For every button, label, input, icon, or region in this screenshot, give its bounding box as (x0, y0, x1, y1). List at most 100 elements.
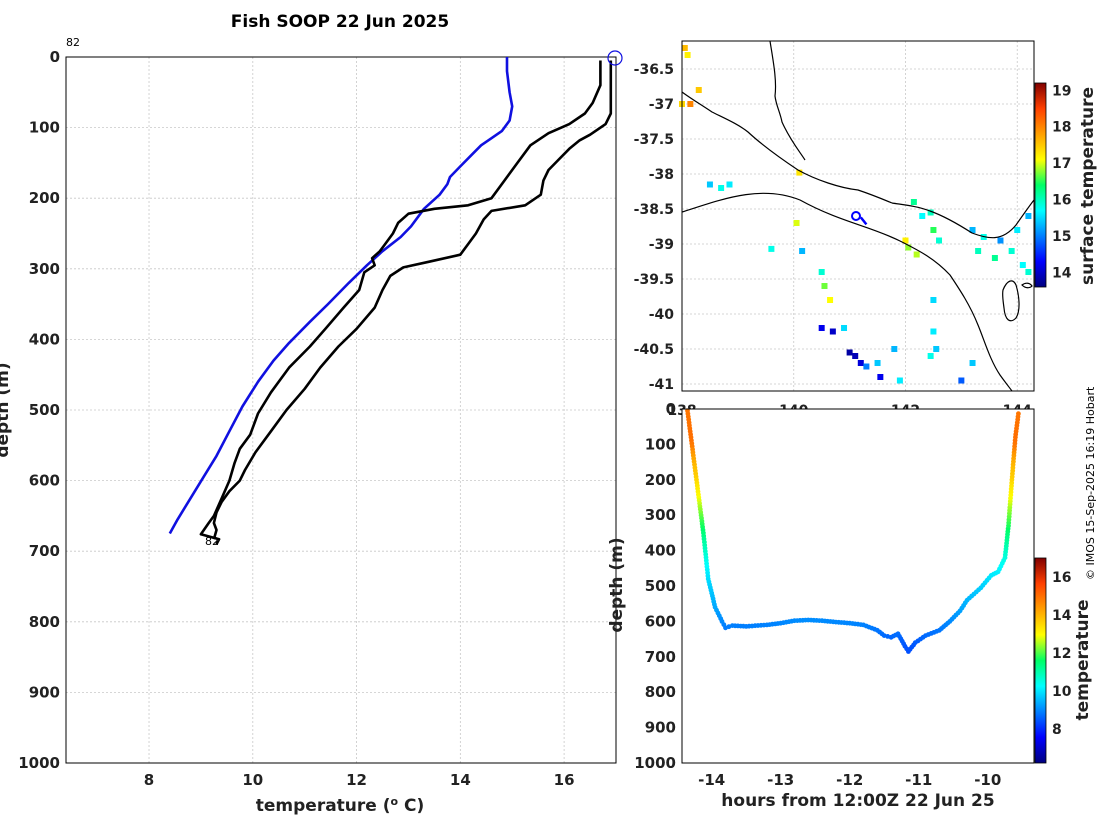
profile-axes-box (65, 56, 617, 764)
y-tick-label: 100 (29, 119, 60, 137)
sst-pixel (910, 199, 917, 205)
y-tick-label: 900 (29, 683, 60, 701)
section-y-ticks: 0 100 200 300 400 500 600 700 800 900 1000 (634, 400, 676, 772)
sst-pixel (930, 328, 937, 335)
sst-pixel (687, 101, 694, 107)
map-y-tick-label: -39 (649, 237, 674, 253)
sst-pixel (969, 360, 976, 366)
section-x-tick-label: -14 (698, 771, 725, 789)
x-tick-label: 10 (242, 771, 263, 789)
x-axis-label: temperature (o C) (256, 795, 425, 817)
sst-colorbar-ticks: 14 15 16 17 18 19 (1052, 83, 1072, 281)
map-y-tick-label: -38.5 (634, 202, 674, 218)
ship-track (859, 216, 868, 226)
map-y-tick-label: -40.5 (634, 342, 674, 358)
sst-colorbar-tick-label: 19 (1052, 83, 1071, 99)
map-panel: 138140142144 -36.5-37-37.5-38-38.5-39-39… (634, 40, 1098, 419)
temperature-colorbar-ticks: 8 10 12 14 16 (1052, 570, 1072, 738)
section-y-tick-label: 200 (645, 471, 676, 489)
section-axes-box (681, 408, 1035, 764)
sst-pixel (821, 283, 828, 289)
y-tick-label: 300 (29, 260, 60, 278)
sst-pixel (1014, 227, 1021, 233)
section-y-tick-label: 0 (666, 400, 676, 418)
sst-colorbar-tick-label: 16 (1052, 193, 1071, 209)
temperature-colorbar-tick-label: 10 (1052, 684, 1072, 700)
section-y-tick-label: 500 (645, 577, 676, 595)
sst-pixel (969, 227, 976, 233)
sst-pixel (768, 245, 775, 252)
sst-pixel (726, 181, 733, 188)
chart-title: Fish SOOP 22 Jun 2025 (231, 12, 449, 32)
section-y-tick-label: 400 (645, 542, 676, 560)
coastline (681, 40, 1035, 392)
sst-pixel (718, 185, 725, 191)
sst-colorbar-tick-label: 17 (1052, 156, 1071, 172)
sst-pixel (991, 255, 998, 261)
annotation-82-bottom: 82 (205, 535, 219, 548)
map-y-tick-label: -38 (649, 167, 674, 183)
sst-pixel (919, 213, 926, 219)
y-tick-label: 0 (50, 48, 60, 66)
y-tick-label: 200 (29, 189, 60, 207)
x-tick-label: 12 (346, 771, 367, 789)
map-grid (681, 41, 1034, 391)
section-y-tick-label: 1000 (634, 754, 676, 772)
sst-pixel (695, 87, 702, 93)
y-tick-label: 500 (29, 401, 60, 419)
x-axis-label-sup: o (391, 795, 399, 808)
profile-lines (168, 57, 613, 545)
y-tick-label: 1000 (18, 754, 60, 772)
map-y-tick-label: -41 (649, 377, 674, 393)
profile-x-ticks: 8 10 12 14 16 (144, 771, 575, 789)
map-y-tick-label: -36.5 (634, 62, 674, 78)
series-profile (168, 57, 514, 535)
y-tick-label: 700 (29, 542, 60, 560)
sst-pixel (818, 269, 825, 275)
profile-y-ticks: 0 100 200 300 400 500 600 700 800 900 1000 (18, 48, 60, 772)
sst-pixel (1025, 213, 1032, 219)
sst-pixel (913, 251, 920, 258)
section-y-tick-label: 100 (645, 435, 676, 453)
sst-pixel (863, 363, 870, 370)
ship-position-marker (851, 211, 861, 221)
sst-pixel (975, 248, 982, 254)
credit-text: © IMOS 15-Sep-2025 16:19 Hobart (1084, 386, 1097, 580)
section-x-tick-label: -11 (905, 771, 932, 789)
map-y-tick-label: -37.5 (634, 132, 674, 148)
x-tick-label: 14 (450, 771, 471, 789)
section-y-tick-label: 300 (645, 506, 676, 524)
temperature-colorbar-label: temperature (1073, 599, 1093, 720)
sst-pixel (681, 45, 688, 51)
sst-colorbar-tick-label: 18 (1052, 120, 1071, 136)
x-tick-label: 8 (144, 771, 154, 789)
section-dive-points (685, 408, 1021, 654)
y-tick-label: 600 (29, 472, 60, 490)
x-axis-label-main: temperature ( (256, 796, 391, 816)
section-y-tick-label: 800 (645, 683, 676, 701)
section-x-ticks: -14 -13 -12 -11 -10 (698, 771, 1001, 789)
sst-pixel (799, 248, 806, 254)
profile-grid (66, 56, 616, 764)
sst-pixel (1008, 248, 1015, 254)
y-tick-label: 400 (29, 330, 60, 348)
temperature-colorbar-tick-label: 14 (1052, 608, 1072, 624)
section-y-tick-label: 600 (645, 612, 676, 630)
section-panel: -14 -13 -12 -11 -10 010020030040050060070080… (607, 400, 1093, 811)
sst-pixel (891, 346, 898, 352)
temperature-colorbar (1034, 557, 1047, 764)
sst-pixel (930, 227, 937, 233)
sst-pixel (1019, 262, 1026, 268)
section-x-tick-label: -12 (836, 771, 863, 789)
sst-pixel (827, 297, 834, 303)
map-axes-box (681, 40, 1035, 392)
sst-pixel (958, 377, 965, 384)
x-tick-label: 16 (554, 771, 575, 789)
sst-pixel (936, 237, 943, 244)
map-y-tick-label: -39.5 (634, 272, 674, 288)
sst-pixel (1025, 269, 1032, 275)
map-y-tick-label: -40 (649, 307, 675, 323)
sst-pixel (706, 181, 713, 188)
section-y-tick-label: 700 (645, 648, 676, 666)
section-x-axis-label: hours from 12:00Z 22 Jun 25 (721, 791, 994, 811)
